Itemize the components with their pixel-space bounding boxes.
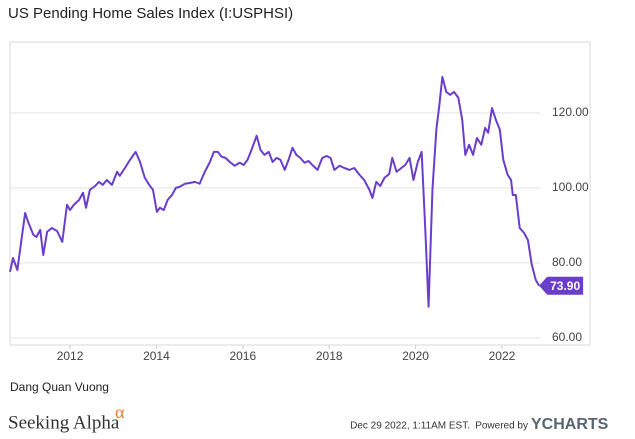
brand-mark: α: [115, 402, 125, 422]
x-tick-label: 2022: [489, 349, 516, 363]
provider: YCHARTS: [531, 416, 609, 433]
value-label-box: [539, 276, 584, 295]
author: Dang Quan Vuong: [10, 380, 109, 394]
brand: Seeking Alpha: [8, 412, 120, 433]
series-line: [9, 75, 541, 308]
x-tick-label: 2012: [57, 349, 84, 363]
plot-frame: [9, 41, 591, 346]
x-tick-label: 2020: [402, 349, 429, 363]
value-label: 73.90: [550, 279, 580, 293]
y-tick-label: 120.00: [552, 105, 589, 119]
y-tick-label: 80.00: [552, 255, 582, 269]
timestamp: Dec 29 2022, 1:11AM EST.: [350, 421, 470, 432]
x-tick-label: 2014: [143, 349, 170, 363]
y-tick-label: 100.00: [552, 180, 589, 194]
x-tick-label: 2016: [229, 349, 256, 363]
powered-by: Powered by: [475, 421, 528, 432]
y-tick-label: 60.00: [552, 330, 582, 344]
chart-title: US Pending Home Sales Index (I:USPHSI): [8, 5, 293, 22]
x-tick-label: 2018: [316, 349, 343, 363]
